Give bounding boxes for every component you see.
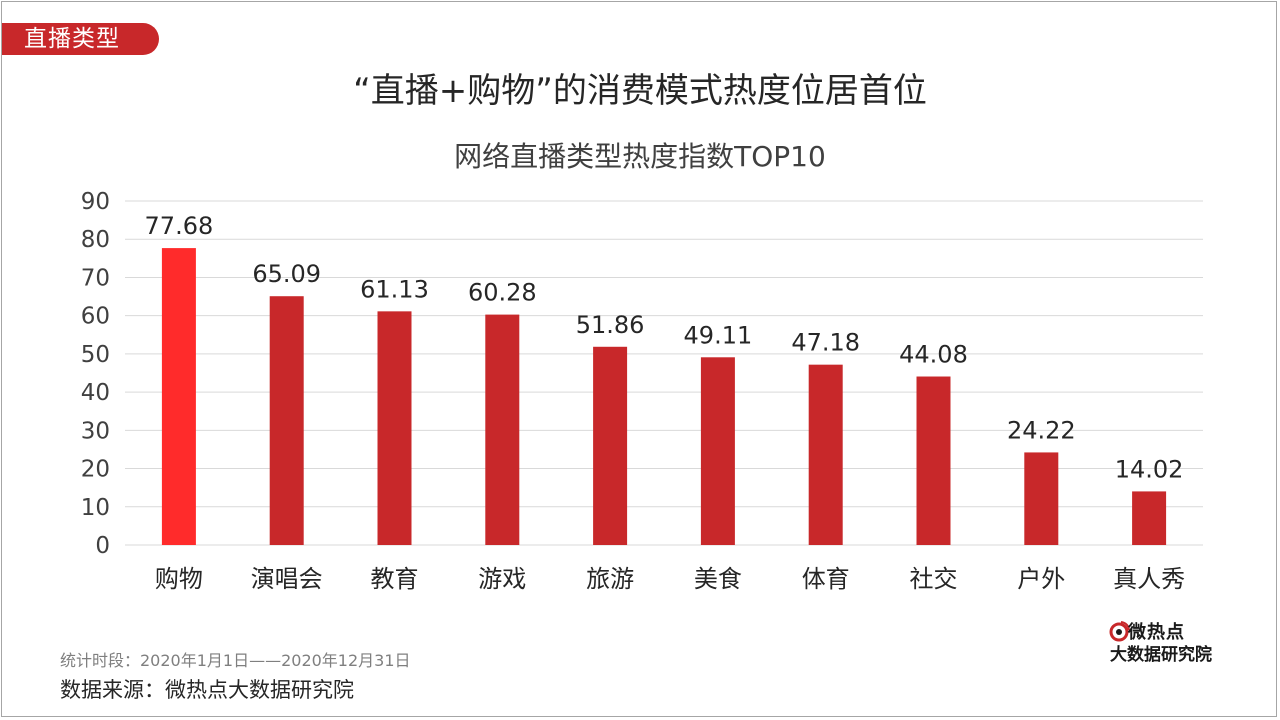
gridlines <box>125 200 1203 546</box>
data-source: 数据来源：微热点大数据研究院 <box>60 678 354 702</box>
bars <box>161 248 1167 545</box>
bar-value-label: 61.13 <box>360 275 429 303</box>
category-label: 旅游 <box>586 565 634 593</box>
logo-line2: 大数据研究院 <box>1110 645 1212 665</box>
x-axis-categories: 购物 演唱会 教育 游戏 旅游 美食 体育 社交 户外 真人秀 <box>155 565 1185 593</box>
y-tick-label: 50 <box>81 342 110 368</box>
weirediant-logo: 微热点 大数据研究院 <box>1108 618 1238 670</box>
category-label: 真人秀 <box>1113 565 1185 593</box>
bar-value-label: 24.22 <box>1007 416 1076 444</box>
bar <box>485 314 520 545</box>
y-tick-label: 90 <box>81 189 110 215</box>
bar-value-label: 77.68 <box>145 212 214 240</box>
bar <box>808 364 843 545</box>
logo-line1: 微热点 <box>1128 622 1185 643</box>
category-label: 游戏 <box>478 565 526 593</box>
bar <box>269 296 304 545</box>
bar <box>700 357 735 545</box>
statistics-period: 统计时段：2020年1月1日——2020年12月31日 <box>60 651 411 670</box>
y-axis-ticks: 0 10 20 30 40 50 60 70 80 90 <box>81 189 110 559</box>
section-tag: 直播类型 <box>2 23 159 55</box>
bar-value-label: 47.18 <box>791 329 860 357</box>
category-label: 户外 <box>1017 565 1065 593</box>
bar <box>916 376 951 545</box>
bar-value-label: 65.09 <box>252 260 321 288</box>
bar-value-label: 44.08 <box>899 341 968 369</box>
bar <box>161 248 196 545</box>
category-label: 购物 <box>155 565 203 593</box>
y-tick-label: 80 <box>81 227 110 253</box>
chart-title: 网络直播类型热度指数TOP10 <box>454 140 826 173</box>
bar-value-label: 60.28 <box>468 279 537 307</box>
bar <box>1024 452 1059 545</box>
y-tick-label: 40 <box>81 380 110 406</box>
bar <box>377 311 412 545</box>
logo-eye-icon <box>1109 621 1130 642</box>
bar <box>1132 491 1167 545</box>
y-tick-label: 70 <box>81 265 110 291</box>
y-tick-label: 30 <box>81 418 110 444</box>
category-label: 体育 <box>802 565 850 593</box>
y-tick-label: 0 <box>95 533 110 559</box>
y-tick-label: 20 <box>81 457 110 483</box>
bar <box>593 346 628 545</box>
slide-headline: “直播+购物”的消费模式热度位居首位 <box>353 71 927 111</box>
category-label: 教育 <box>371 565 419 593</box>
y-tick-label: 60 <box>81 304 110 330</box>
category-label: 社交 <box>910 565 958 593</box>
bar-value-label: 14.02 <box>1115 455 1184 483</box>
y-tick-label: 10 <box>81 495 110 521</box>
bar-value-label: 51.86 <box>576 311 645 339</box>
value-labels: 77.68 65.09 61.13 60.28 51.86 49.11 47.18 44.08… <box>145 212 1184 483</box>
bar-value-label: 49.11 <box>684 321 753 349</box>
category-label: 演唱会 <box>251 565 323 593</box>
category-label: 美食 <box>694 565 742 593</box>
